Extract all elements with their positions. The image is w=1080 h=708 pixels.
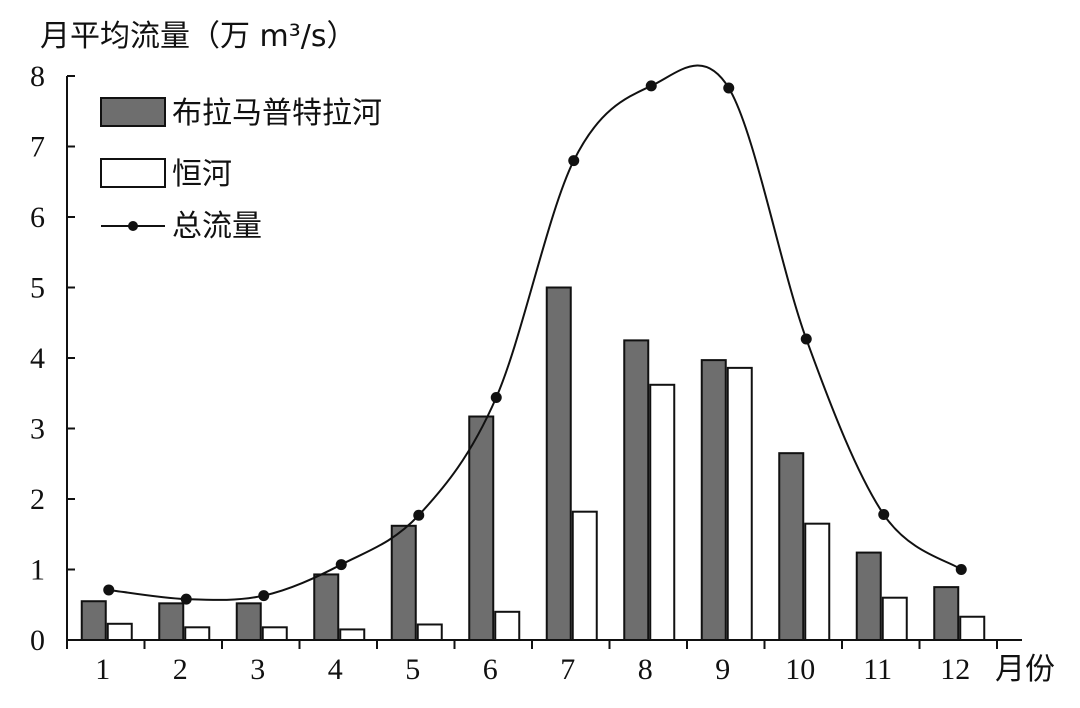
- bar-ganges-10: [804, 522, 831, 641]
- bar-brahmaputra-1: [80, 600, 107, 641]
- legend-label-brahmaputra: 布拉马普特拉河: [172, 96, 382, 131]
- y-tick-label-6: 6: [30, 201, 45, 234]
- x-tick-label-10: 10: [785, 653, 815, 686]
- x-tick-label-11: 11: [863, 653, 892, 686]
- total-flow-point-9: [723, 82, 735, 94]
- bar-brahmaputra-2: [158, 602, 185, 642]
- total-flow-point-10: [800, 333, 812, 345]
- y-tick-label-5: 5: [30, 272, 45, 305]
- bar-brahmaputra-4: [313, 573, 340, 641]
- total-flow-point-6: [490, 391, 502, 403]
- x-axis-unit-label: 月份: [995, 652, 1055, 687]
- total-flow-point-1: [103, 584, 115, 596]
- y-tick-label-4: 4: [30, 342, 45, 375]
- bar-ganges-6: [494, 610, 521, 641]
- x-tick-label-5: 5: [405, 653, 420, 686]
- total-flow-line: [108, 64, 962, 601]
- x-tick-label-4: 4: [328, 653, 343, 686]
- x-tick-label-9: 9: [715, 653, 730, 686]
- bar-brahmaputra-11: [855, 551, 882, 642]
- y-tick-label-1: 1: [30, 554, 45, 587]
- legend: 布拉马普特拉河 恒河 总流量: [100, 96, 382, 244]
- bar-ganges-7: [571, 510, 598, 641]
- bar-ganges-2: [184, 626, 211, 641]
- y-ticks: 0 1 2 3 4 5 6 7 8: [30, 60, 75, 657]
- total-flow-point-11: [878, 509, 890, 521]
- bar-brahmaputra-5: [390, 524, 417, 641]
- y-tick-label-0: 0: [30, 624, 45, 657]
- bar-ganges-3: [261, 626, 288, 641]
- total-flow-point-12: [955, 564, 967, 575]
- x-tick-label-6: 6: [483, 653, 498, 686]
- bar-brahmaputra-12: [933, 586, 960, 641]
- bar-brahmaputra-8: [623, 339, 650, 641]
- bar-brahmaputra-7: [545, 286, 572, 641]
- bar-brahmaputra-6: [468, 415, 495, 642]
- total-flow-point-8: [645, 80, 657, 92]
- y-tick-label-2: 2: [30, 483, 45, 516]
- total-flow-point-5: [413, 509, 425, 521]
- x-tick-label-12: 12: [940, 653, 970, 686]
- legend-label-ganges: 恒河: [172, 157, 232, 192]
- y-tick-label-7: 7: [30, 131, 45, 164]
- total-flow-point-7: [568, 155, 580, 167]
- x-tick-label-1: 1: [95, 653, 110, 686]
- x-tick-label-7: 7: [560, 653, 575, 686]
- x-ticks: 1 2 3 4 5 6 7 8 9 10 11 12: [66, 640, 998, 686]
- bar-ganges-8: [649, 383, 676, 642]
- bar-ganges-11: [881, 596, 908, 642]
- total-flow-line-series: [103, 64, 967, 605]
- bar-ganges-12: [959, 615, 986, 641]
- legend-label-total: 总流量: [172, 209, 262, 244]
- bar-ganges-9: [726, 366, 753, 641]
- bars: [80, 286, 986, 642]
- x-tick-label-3: 3: [250, 653, 265, 686]
- x-tick-label-8: 8: [638, 653, 653, 686]
- legend-swatch-ganges: [100, 158, 166, 188]
- x-tick-label-2: 2: [173, 653, 188, 686]
- total-flow-point-4: [335, 559, 347, 571]
- bar-brahmaputra-10: [778, 452, 805, 641]
- legend-swatch-brahmaputra: [100, 97, 166, 127]
- total-flow-point-2: [180, 593, 192, 605]
- y-axis-title: 月平均流量（万 m³/s）: [40, 19, 357, 54]
- y-tick-label-8: 8: [30, 60, 45, 93]
- bar-ganges-4: [339, 628, 366, 641]
- legend-marker-total: [128, 221, 138, 231]
- bar-ganges-5: [416, 623, 443, 641]
- bar-ganges-1: [106, 622, 133, 641]
- total-flow-point-3: [258, 590, 270, 602]
- bar-brahmaputra-9: [700, 359, 727, 641]
- bar-brahmaputra-3: [235, 602, 262, 642]
- y-tick-label-3: 3: [30, 413, 45, 446]
